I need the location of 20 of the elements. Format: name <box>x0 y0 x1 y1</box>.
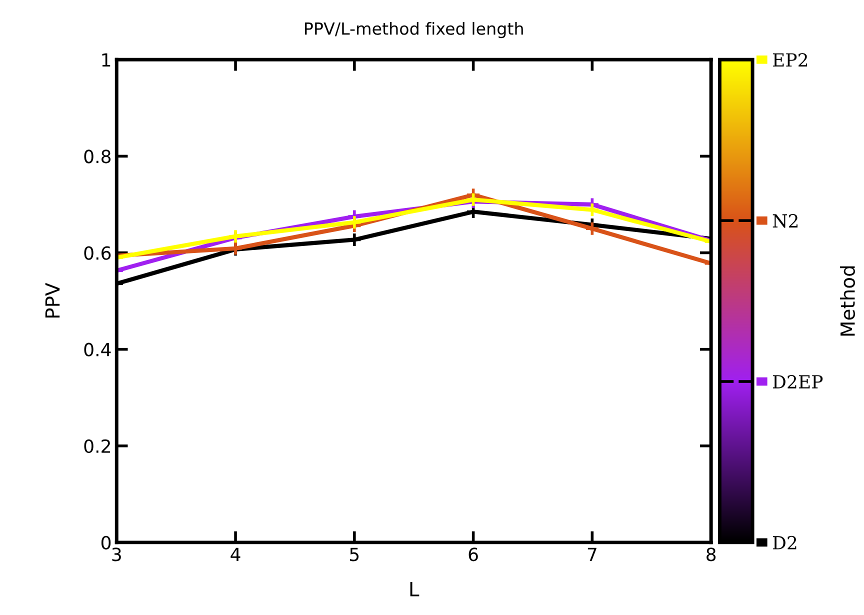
y-tick-label: 0.6 <box>84 246 111 260</box>
y-tick-label: 0.4 <box>84 342 111 356</box>
x-tick-label: 7 <box>588 548 596 562</box>
y-tick-label: 0.2 <box>84 439 110 453</box>
y-tick-label: 0 <box>101 536 111 550</box>
y-tick-label: 0.8 <box>84 150 111 164</box>
x-tick-label: 5 <box>350 548 359 562</box>
x-axis-title: L <box>410 582 420 596</box>
legend-label: EP2 <box>772 53 808 67</box>
x-tick-label: 3 <box>112 548 121 562</box>
color-bar-title: Method <box>840 266 855 336</box>
legend-label: N2 <box>772 214 798 228</box>
x-tick-label: 8 <box>706 548 716 562</box>
y-tick-label: 1 <box>102 53 110 67</box>
x-tick-label: 4 <box>230 548 240 562</box>
x-tick-label: 6 <box>468 548 478 562</box>
y-axis-title: PPV <box>45 282 60 318</box>
legend-label: D2 <box>772 536 796 550</box>
chart-title: PPV/L-method fixed length <box>305 22 523 38</box>
legend-label: D2EP <box>772 374 823 388</box>
